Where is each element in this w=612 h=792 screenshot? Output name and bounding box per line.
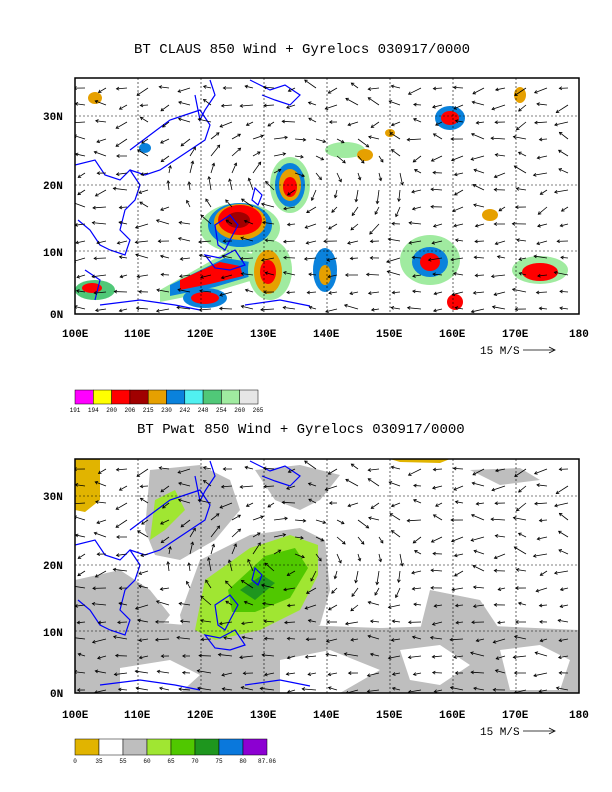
panel1-lat-tick: 30N: [43, 112, 63, 124]
colorbar-swatch: [93, 389, 112, 405]
panel2-colorbar: 0 35 55 60 65 70 75 80 87.06: [73, 738, 276, 765]
panel1-title: BT CLAUS 850 Wind + Gyrelocs 030917/0000: [134, 42, 471, 58]
panel2-lon-tick: 110E: [124, 710, 151, 722]
panel1-lon-tick: 170E: [502, 329, 529, 341]
panel2-lat-tick: 0N: [50, 689, 63, 701]
colorbar-label: 206: [124, 407, 135, 414]
colorbar-label: 35: [95, 758, 103, 765]
panel2-coastlines: [75, 460, 311, 691]
colorbar-label: 265: [253, 407, 264, 414]
colorbar-swatch: [239, 389, 259, 405]
panel1-lon-tick: 130E: [250, 329, 277, 341]
colorbar-label: 75: [215, 758, 223, 765]
panel1-lon-tick: 160E: [439, 329, 466, 341]
colorbar-swatch: [242, 738, 268, 756]
panel1-lon-axis: 100E 110E 120E 130E 140E 150E 160E 170E …: [62, 329, 589, 341]
colorbar-label: 65: [167, 758, 175, 765]
colorbar-label: 191: [70, 407, 81, 414]
colorbar-swatch: [122, 738, 148, 756]
panel1-lon-tick: 140E: [313, 329, 340, 341]
colorbar-swatch: [202, 389, 222, 405]
panel2-vector-ref-label: 15 M/S: [480, 727, 520, 739]
panel1-colorbar: 191 194 200 206 215 230 242 248 254 260 265: [70, 389, 264, 414]
colorbar-swatch: [218, 738, 244, 756]
panel2-lat-tick: 10N: [43, 628, 63, 640]
panel2-lon-tick: 170E: [502, 710, 529, 722]
colorbar-swatch: [129, 389, 149, 405]
colorbar-label: 60: [143, 758, 151, 765]
panel2-lon-tick: 150E: [376, 710, 403, 722]
panel1-gridlines: [75, 78, 579, 314]
panel2-gridlines: [75, 459, 579, 693]
colorbar-label: 248: [198, 407, 209, 414]
panel1-lat-tick: 10N: [43, 248, 63, 260]
panel1-lat-tick: 20N: [43, 181, 63, 193]
colorbar-label: 260: [234, 407, 245, 414]
panel2-lat-tick: 20N: [43, 561, 63, 573]
panel1-coastlines: [75, 79, 311, 311]
panel2-lat-tick: 30N: [43, 492, 63, 504]
panel1-map: [75, 78, 579, 314]
colorbar-swatch: [98, 738, 124, 756]
colorbar-label: 0: [73, 758, 77, 765]
colorbar-label: 70: [191, 758, 199, 765]
panel2-title: BT Pwat 850 Wind + Gyrelocs 030917/0000: [137, 422, 465, 438]
panel1-cloud-field: [75, 87, 568, 310]
colorbar-label: 80: [239, 758, 247, 765]
panel2-lon-axis: 100E 110E 120E 130E 140E 150E 160E 170E …: [62, 710, 589, 722]
panel2-wind-vectors: [75, 460, 569, 693]
colorbar-label: 230: [161, 407, 172, 414]
colorbar-swatch: [74, 389, 94, 405]
colorbar-swatch: [111, 389, 131, 405]
panel2-lon-tick: 180: [569, 710, 589, 722]
panel2-map: [75, 459, 579, 693]
panel1-lon-tick: 180: [569, 329, 589, 341]
panel2-lon-tick: 120E: [187, 710, 214, 722]
colorbar-swatch: [166, 389, 186, 405]
colorbar-swatch: [74, 738, 100, 756]
panel2-lon-tick: 100E: [62, 710, 89, 722]
panel2-lat-axis: 30N 20N 10N 0N: [43, 492, 63, 701]
colorbar-swatch: [170, 738, 196, 756]
panel2-lon-tick: 130E: [250, 710, 277, 722]
colorbar-label: 200: [106, 407, 117, 414]
panel1-vector-reference: 15 M/S: [480, 346, 556, 358]
colorbar-swatch: [146, 738, 172, 756]
panel2-vector-reference: 15 M/S: [480, 727, 556, 739]
colorbar-swatch: [184, 389, 204, 405]
colorbar-label: 194: [88, 407, 99, 414]
colorbar-swatch: [221, 389, 240, 405]
colorbar-label: 55: [119, 758, 127, 765]
colorbar-swatch: [194, 738, 220, 756]
panel1-lon-tick: 120E: [187, 329, 214, 341]
panel1-lat-tick: 0N: [50, 310, 63, 322]
panel1-frame: [74, 77, 580, 315]
colorbar-label: 254: [216, 407, 227, 414]
panel2-lon-tick: 140E: [313, 710, 340, 722]
panel1-lon-tick: 100E: [62, 329, 89, 341]
panel1-lon-tick: 110E: [124, 329, 151, 341]
panel1-vector-ref-label: 15 M/S: [480, 346, 520, 358]
panel2-frame: [74, 458, 580, 694]
colorbar-label: 242: [179, 407, 190, 414]
colorbar-label: 215: [143, 407, 154, 414]
colorbar-label: 87.06: [258, 758, 276, 765]
panel1-lat-axis: 30N 20N 10N 0N: [43, 112, 63, 322]
panel1-lon-tick: 150E: [376, 329, 403, 341]
panel2-lon-tick: 160E: [439, 710, 466, 722]
colorbar-swatch: [147, 389, 167, 405]
